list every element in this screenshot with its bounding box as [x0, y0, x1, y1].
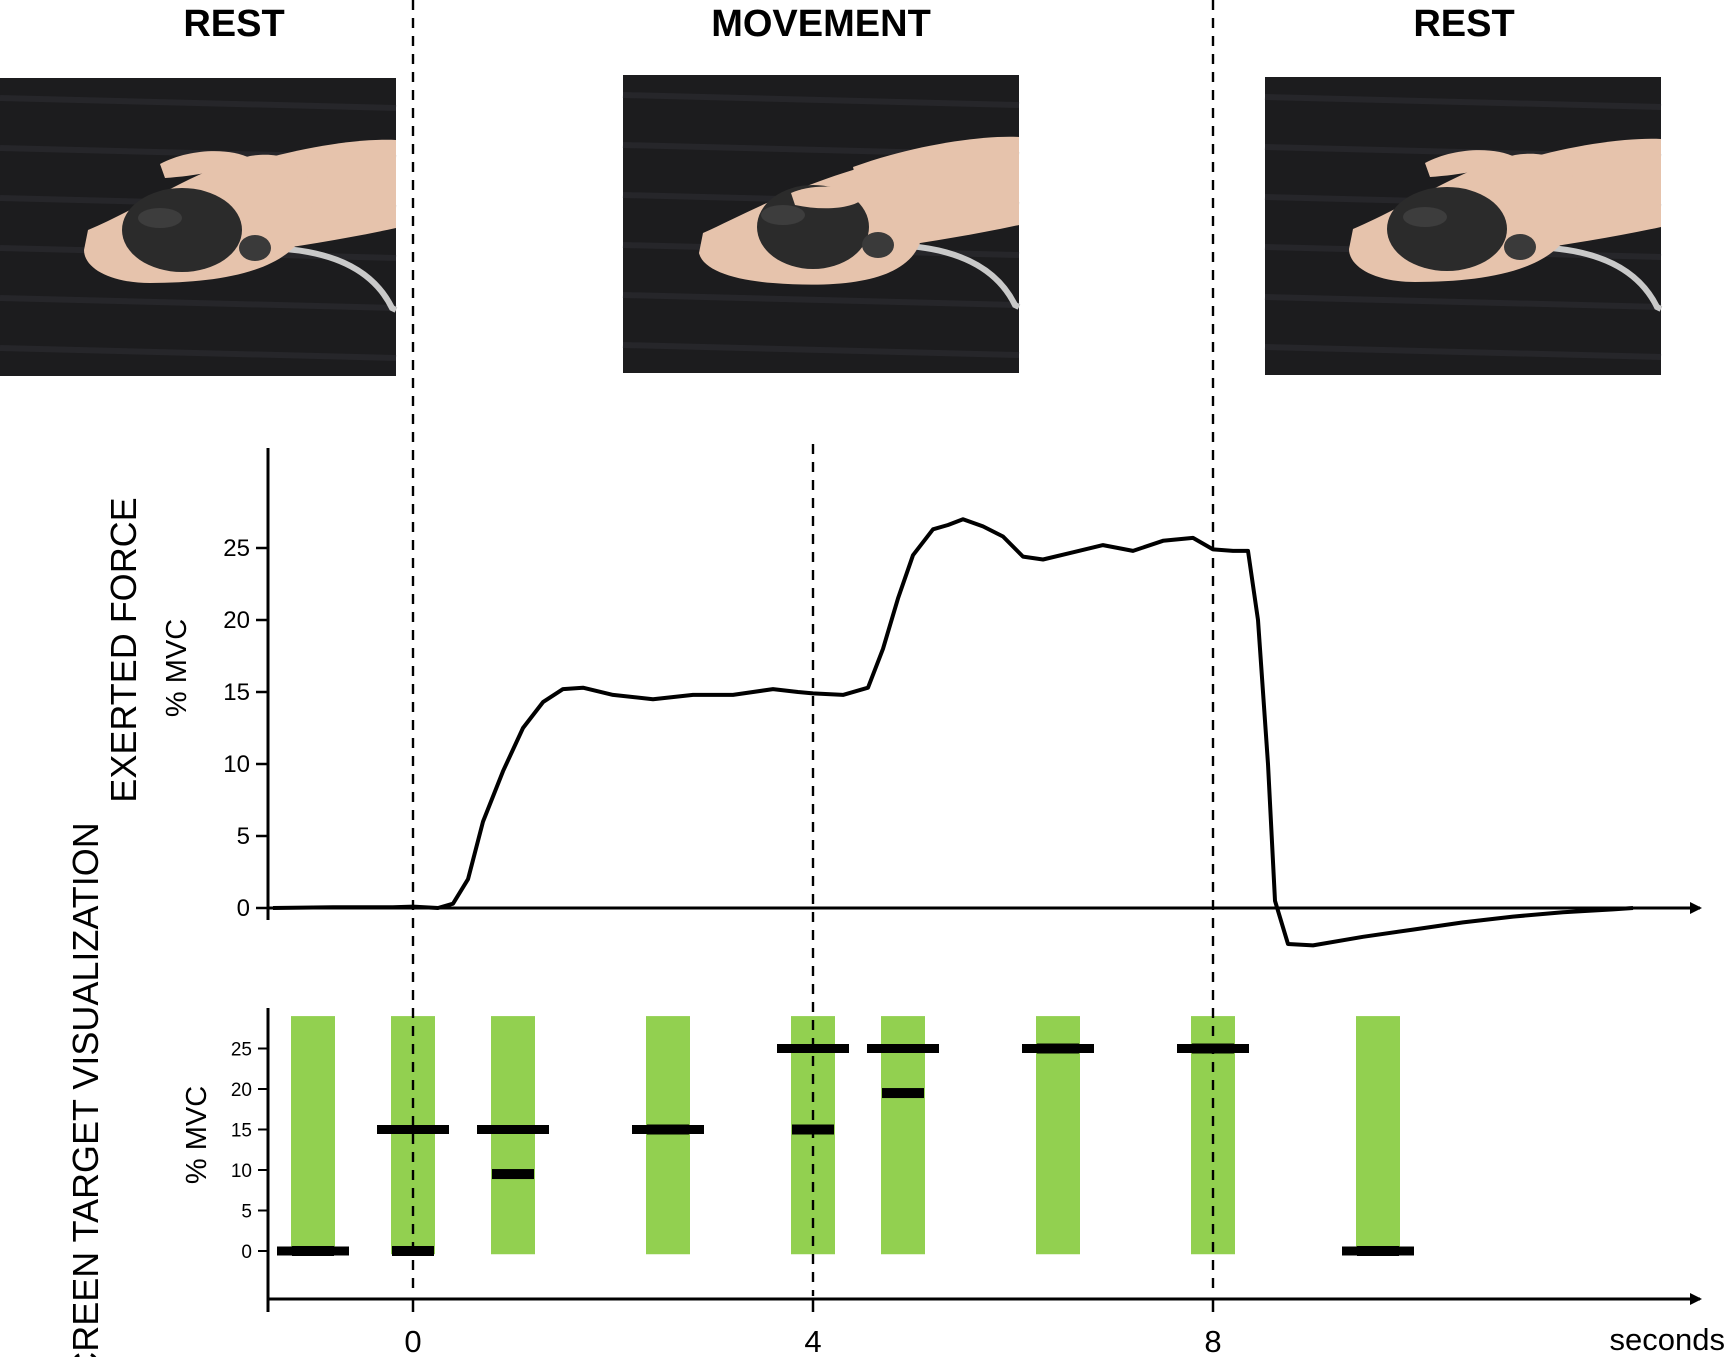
phase-label-rest-2: REST — [1413, 3, 1514, 45]
target-bar — [1036, 1016, 1080, 1255]
screen-frame — [277, 1016, 349, 1256]
screen-frame — [1342, 1016, 1414, 1256]
target-bar — [291, 1016, 335, 1255]
force-y-tick-label: 0 — [237, 895, 250, 922]
force-y-tick-label: 5 — [237, 823, 250, 850]
x-tick-label: 8 — [1204, 1324, 1221, 1357]
force-y-tick-label: 10 — [223, 751, 250, 778]
force-y-tick-label: 15 — [223, 679, 250, 706]
photo-texture — [0, 345, 397, 361]
time-markers — [411, 0, 1215, 1296]
force-y-tick-label: 20 — [223, 607, 250, 634]
bulb-neck — [862, 232, 894, 258]
phase-label-rest-1: REST — [183, 3, 284, 45]
force-y-tick-label: 25 — [223, 535, 250, 562]
force-chart-ylabel: EXERTED FORCE — [103, 497, 144, 802]
screen-chart-ylabel-text: SCREEN TARGET VISUALIZATION — [65, 822, 106, 1357]
screen-y-tick-label: 0 — [241, 1242, 252, 1263]
force-chart: EXERTED FORCE % MVC 0 5 10 15 20 25 — [103, 448, 1702, 948]
hand-holding-bulb-relaxed-icon — [1349, 138, 1663, 312]
photo-3 — [1264, 77, 1663, 375]
target-level-marker — [377, 1125, 449, 1134]
screen-y-tick-label: 15 — [231, 1121, 252, 1142]
bulb — [122, 188, 242, 272]
photo-texture — [0, 95, 397, 111]
photo-texture — [1264, 294, 1662, 310]
thumb — [791, 186, 865, 209]
bulb-highlight — [761, 205, 805, 225]
photo-strip — [0, 75, 1663, 376]
photo-texture — [622, 92, 1020, 108]
hand-holding-bulb-relaxed-icon — [84, 139, 398, 313]
target-bar — [491, 1016, 535, 1255]
thumb — [1425, 150, 1515, 177]
target-level-marker — [777, 1044, 849, 1053]
x-tick-label: 0 — [404, 1324, 421, 1357]
force-level-marker — [1357, 1246, 1399, 1256]
hand-squeezing-bulb-icon — [699, 136, 1021, 310]
target-level-marker — [477, 1125, 549, 1134]
photo-texture — [622, 342, 1020, 358]
screen-chart-ylabel: SCREEN TARGET VISUALIZATION — [65, 822, 106, 1357]
screen-frame — [867, 1016, 939, 1255]
screen-target-chart: SCREEN TARGET VISUALIZATION % MVC 0 5 10 15… — [65, 822, 1725, 1357]
x-tick-label: 4 — [804, 1324, 821, 1357]
target-bar — [646, 1016, 690, 1255]
force-chart-units: % MVC — [161, 619, 193, 717]
target-bar — [1356, 1016, 1400, 1255]
screen-y-tick-label: 5 — [241, 1202, 252, 1223]
force-level-marker — [647, 1124, 689, 1135]
target-level-marker — [867, 1044, 939, 1053]
force-level-marker — [492, 1169, 534, 1180]
photo-texture — [0, 295, 397, 311]
force-level-marker — [292, 1246, 334, 1256]
screen-y-tick-label: 25 — [231, 1040, 252, 1061]
screen-y-tick-label: 10 — [231, 1161, 252, 1182]
photo-1 — [0, 78, 398, 376]
bulb-neck — [1504, 234, 1536, 260]
force-level-marker — [882, 1088, 924, 1099]
bulb-highlight — [1403, 207, 1447, 227]
phase-label-movement: MOVEMENT — [711, 3, 931, 45]
bulb — [1387, 187, 1507, 271]
force-series-line — [272, 517, 1634, 948]
screen-frame — [477, 1016, 549, 1255]
photo-texture — [1264, 94, 1662, 110]
screen-chart-units: % MVC — [181, 1086, 213, 1184]
thumb — [160, 151, 250, 178]
screen-y-tick-label: 20 — [231, 1080, 252, 1101]
x-axis-label-seconds: seconds — [1610, 1322, 1725, 1357]
force-level-marker — [1037, 1043, 1079, 1054]
photo-texture — [622, 292, 1020, 308]
target-bar — [881, 1016, 925, 1255]
screen-frame — [1022, 1016, 1094, 1255]
bulb-neck — [239, 235, 271, 261]
screen-frame — [632, 1016, 704, 1255]
bulb-highlight — [138, 208, 182, 228]
photo-texture — [1264, 344, 1662, 360]
photo-2 — [622, 75, 1021, 373]
